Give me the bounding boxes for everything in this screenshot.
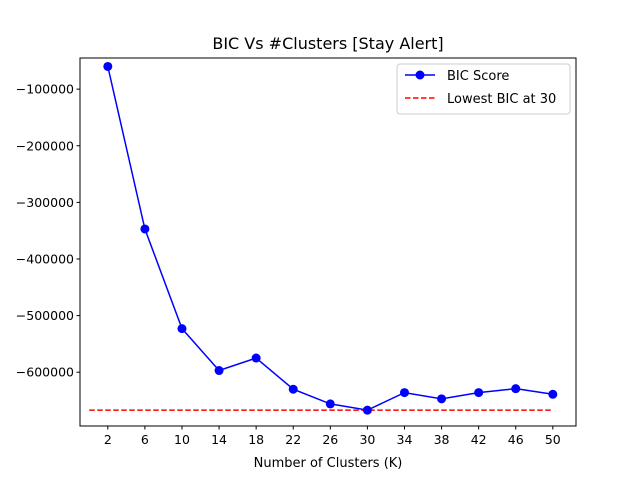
bic-point bbox=[511, 384, 521, 394]
bic-point bbox=[548, 389, 558, 399]
plot-area bbox=[79, 57, 577, 427]
bic-point bbox=[437, 394, 447, 404]
x-tick-label: 26 bbox=[322, 432, 338, 447]
y-axis: −100000 −200000 −300000 −400000 −500000 −6000… bbox=[16, 82, 80, 380]
x-tick-label: 10 bbox=[174, 432, 190, 447]
x-tick-label: 46 bbox=[508, 432, 524, 447]
x-axis: 2 6 10 14 18 22 26 30 34 38 42 46 50 bbox=[104, 426, 561, 447]
x-tick-label: 42 bbox=[471, 432, 487, 447]
x-tick-label: 18 bbox=[248, 432, 264, 447]
bic-point bbox=[214, 366, 224, 376]
x-tick-label: 6 bbox=[141, 432, 149, 447]
legend-lowest-label: Lowest BIC at 30 bbox=[447, 92, 556, 107]
x-tick-label: 50 bbox=[545, 432, 561, 447]
x-tick-label: 2 bbox=[104, 432, 112, 447]
y-tick-label: −400000 bbox=[16, 251, 74, 266]
legend-bic-label: BIC Score bbox=[447, 69, 509, 84]
bic-point bbox=[177, 324, 187, 334]
x-tick-label: 34 bbox=[397, 432, 413, 447]
y-tick-label: −100000 bbox=[16, 82, 74, 97]
y-tick-label: −300000 bbox=[16, 195, 74, 210]
bic-point bbox=[251, 353, 261, 363]
bic-point bbox=[325, 399, 335, 409]
bic-point bbox=[140, 224, 150, 234]
x-tick-label: 14 bbox=[211, 432, 227, 447]
legend-bic-marker bbox=[415, 70, 425, 80]
bic-point bbox=[103, 61, 113, 71]
y-tick-label: −500000 bbox=[16, 308, 74, 323]
legend-box bbox=[396, 63, 571, 115]
bic-point bbox=[362, 405, 372, 415]
legend: BIC Score Lowest BIC at 30 bbox=[396, 63, 571, 115]
bic-score-line bbox=[107, 66, 553, 411]
x-axis-label: Number of Clusters (K) bbox=[254, 456, 403, 471]
y-tick-label: −200000 bbox=[16, 138, 74, 153]
series-layer bbox=[89, 61, 558, 415]
bic-point bbox=[474, 388, 484, 398]
bic-point bbox=[288, 384, 298, 394]
x-tick-label: 30 bbox=[359, 432, 375, 447]
bic-point bbox=[399, 388, 409, 398]
y-tick-label: −600000 bbox=[16, 365, 74, 380]
x-tick-label: 22 bbox=[285, 432, 301, 447]
chart-title: BIC Vs #Clusters [Stay Alert] bbox=[212, 34, 443, 53]
x-tick-label: 38 bbox=[434, 432, 450, 447]
